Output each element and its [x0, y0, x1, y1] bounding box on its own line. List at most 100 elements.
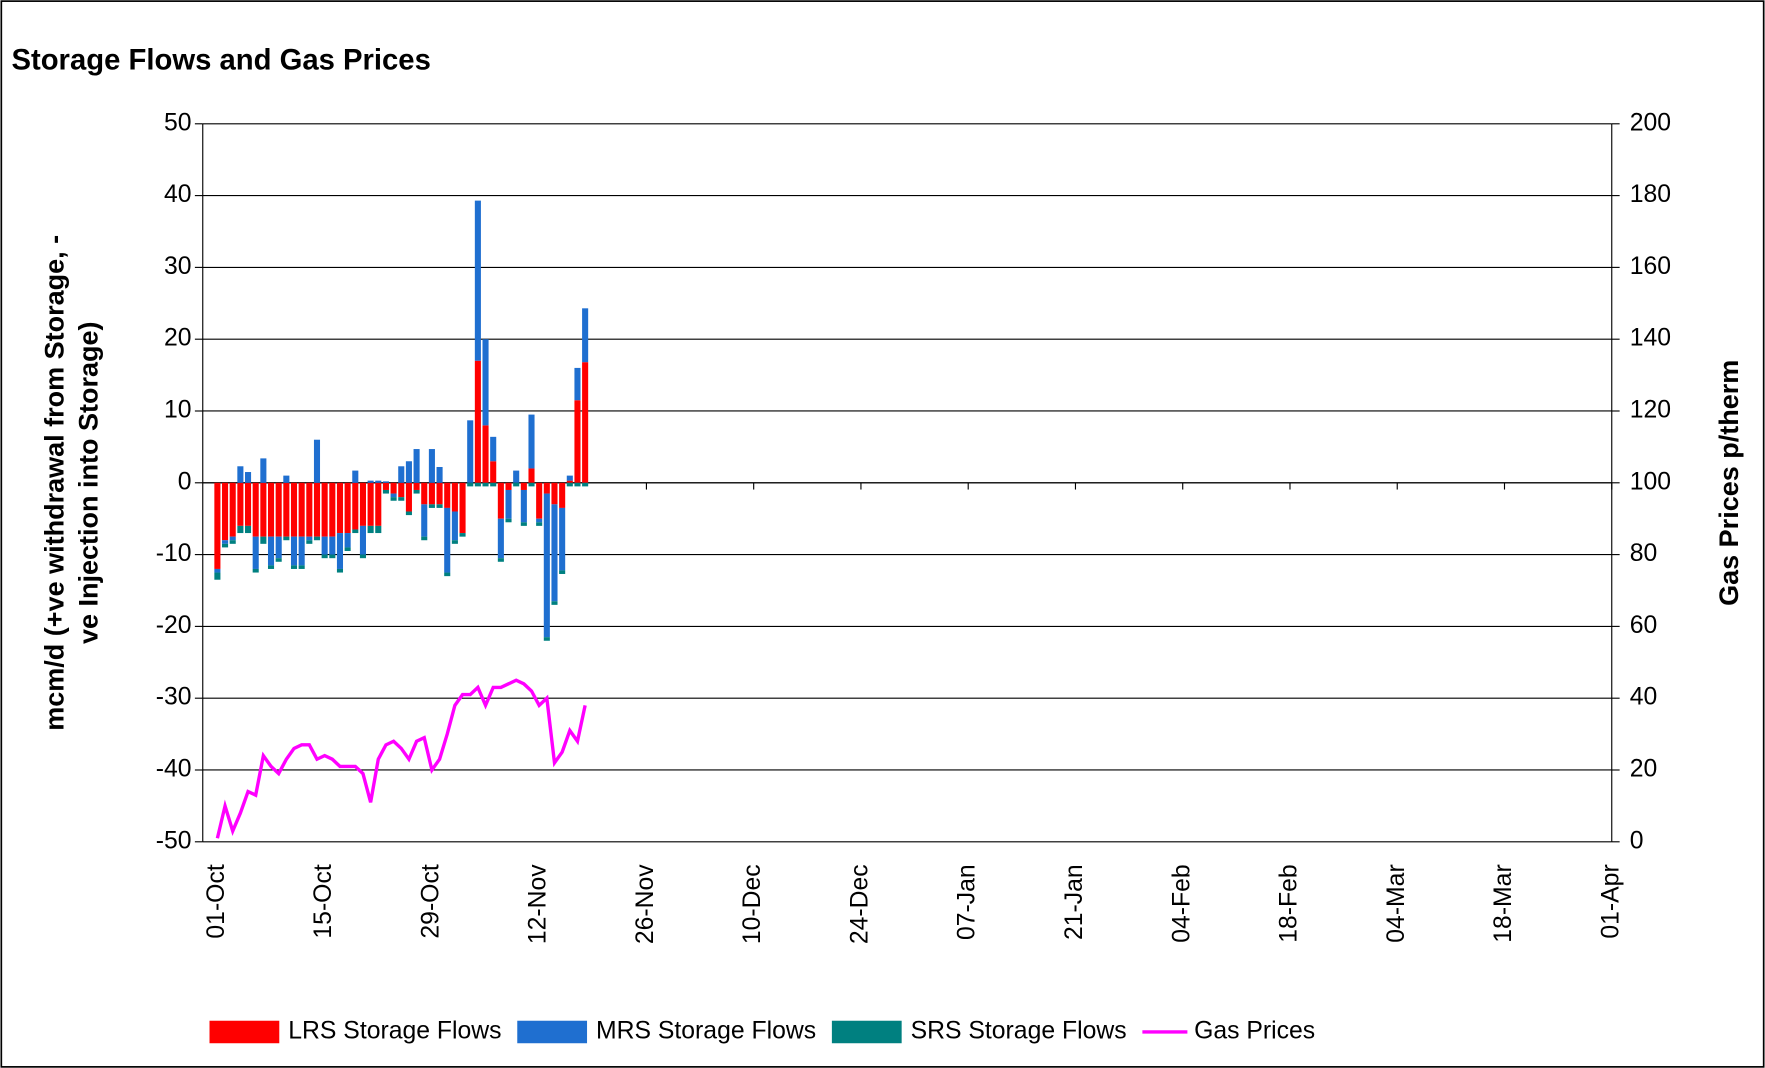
- bar: [329, 482, 336, 537]
- bar: [306, 540, 313, 544]
- bar: [329, 536, 336, 555]
- bar: [298, 536, 305, 566]
- y2-tick-label: 0: [1630, 827, 1644, 854]
- bar: [574, 482, 581, 487]
- bar: [267, 482, 275, 537]
- x-tick-label: 18-Feb: [1276, 864, 1303, 942]
- bar: [390, 493, 397, 498]
- bar: [551, 504, 558, 602]
- bar: [313, 439, 321, 483]
- bar: [505, 489, 512, 519]
- bar: [490, 482, 497, 487]
- bar: [482, 482, 489, 487]
- y-tick-label: -20: [156, 612, 192, 639]
- bar: [306, 536, 313, 541]
- bar: [359, 482, 366, 526]
- bar: [559, 482, 566, 508]
- bar: [283, 475, 290, 483]
- bar: [582, 482, 589, 487]
- bar: [359, 525, 366, 555]
- bar: [321, 554, 328, 559]
- bar: [566, 482, 573, 487]
- x-tick-label: 04-Feb: [1168, 864, 1195, 942]
- bar: [505, 482, 512, 490]
- bar: [543, 493, 550, 638]
- bar: [413, 449, 420, 483]
- bar: [582, 362, 589, 483]
- y2-tick-label: 120: [1630, 397, 1671, 424]
- y-axis-label: mcm/d (+ve withdrawal from Storage, -: [40, 235, 70, 731]
- bar: [451, 511, 458, 541]
- x-tick-label: 26-Nov: [632, 864, 659, 944]
- y2-tick-label: 100: [1630, 468, 1671, 495]
- bar: [474, 482, 481, 487]
- bar: [505, 518, 512, 523]
- bar: [559, 570, 566, 574]
- bar: [459, 533, 466, 537]
- y2-axis-label: Gas Prices p/therm: [1714, 360, 1744, 606]
- legend-label: SRS Storage Flows: [911, 1018, 1127, 1045]
- x-tick-label: 04-Mar: [1383, 864, 1410, 942]
- bar: [244, 525, 252, 534]
- bar: [390, 497, 397, 501]
- bar: [321, 536, 328, 555]
- line: [215, 678, 587, 839]
- y2-tick-label: 40: [1630, 684, 1658, 711]
- bar: [436, 466, 443, 483]
- bar: [290, 536, 298, 566]
- bar: [398, 497, 405, 501]
- bar: [436, 504, 443, 508]
- bar: [252, 536, 259, 569]
- y2-tick-label: 60: [1630, 612, 1658, 639]
- bar: [574, 367, 581, 401]
- bar: [283, 482, 290, 537]
- bar: [528, 468, 535, 483]
- y2-tick-label: 180: [1630, 181, 1671, 208]
- bar: [275, 536, 282, 559]
- bar: [444, 482, 451, 508]
- bar: [290, 482, 298, 537]
- bar: [536, 522, 543, 526]
- x-tick-label: 18-Mar: [1490, 864, 1517, 942]
- bar: [551, 482, 558, 505]
- bar: [229, 482, 236, 537]
- bar: [244, 472, 252, 483]
- bar: [298, 482, 305, 537]
- bar: [536, 482, 543, 519]
- bar: [214, 568, 221, 573]
- bar: [359, 554, 366, 559]
- bar: [398, 482, 405, 498]
- bar: [528, 414, 535, 469]
- bar: [413, 489, 420, 494]
- y-tick-label: 30: [164, 253, 192, 280]
- bar: [497, 482, 504, 519]
- y-tick-label: 50: [164, 109, 192, 136]
- bar: [321, 482, 328, 537]
- bar: [559, 507, 566, 571]
- y-tick-label: -30: [156, 684, 192, 711]
- bar: [490, 461, 497, 483]
- bar: [566, 480, 573, 483]
- bar: [237, 525, 244, 534]
- bar: [375, 482, 382, 526]
- bar: [290, 565, 298, 569]
- bar: [566, 475, 573, 481]
- bar: [444, 572, 451, 577]
- bar: [336, 533, 344, 569]
- bar: [222, 482, 229, 541]
- bar: [459, 482, 466, 534]
- bar: [229, 540, 236, 544]
- bar: [382, 489, 389, 494]
- bar: [260, 482, 267, 537]
- bar: [244, 482, 252, 526]
- bar: [421, 536, 428, 541]
- bar: [267, 565, 275, 569]
- bar: [413, 482, 420, 490]
- bar: [367, 480, 374, 483]
- bar: [344, 533, 351, 548]
- bar: [313, 536, 321, 541]
- bar: [222, 543, 229, 548]
- bar: [306, 482, 313, 537]
